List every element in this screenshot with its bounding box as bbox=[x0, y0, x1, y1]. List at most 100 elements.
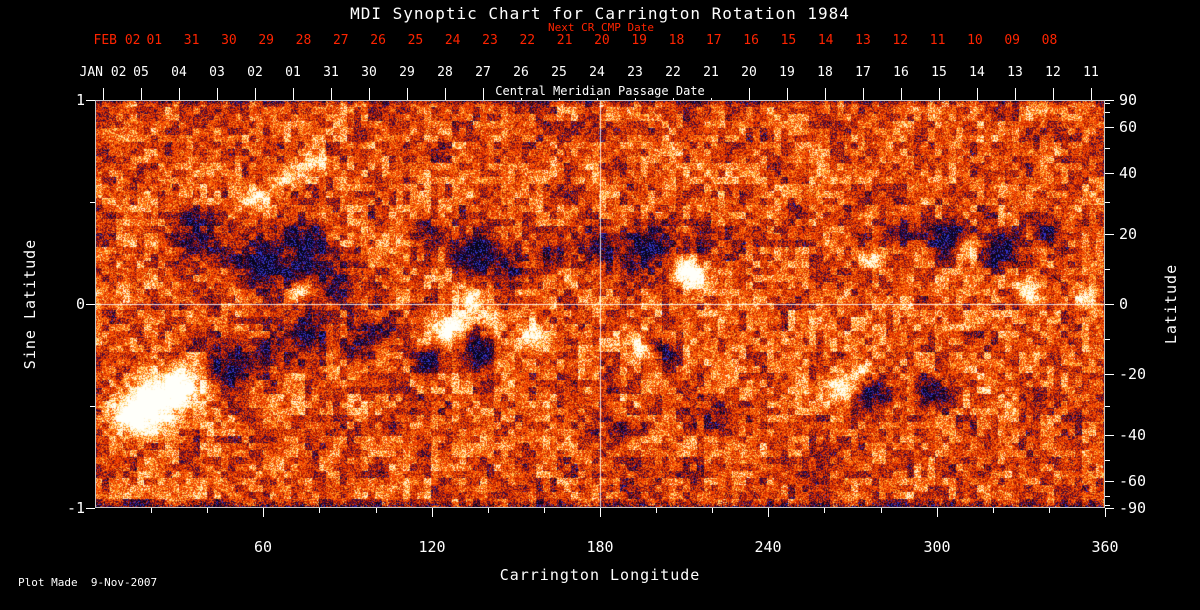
cmp-date-label: 03 bbox=[209, 65, 225, 80]
y-left-major-tick bbox=[86, 100, 95, 101]
cmp-date-label: 11 bbox=[1083, 65, 1099, 80]
next-cr-cmp-date-label: Next CR CMP Date bbox=[548, 21, 654, 34]
cmp-date-tick bbox=[863, 88, 864, 100]
y-right-minor-tick bbox=[1105, 202, 1110, 203]
x-axis-tick-label: 60 bbox=[253, 538, 273, 556]
y-right-major-tick bbox=[1105, 127, 1114, 128]
x-axis-major-tick bbox=[263, 508, 264, 517]
next-cr-date-label: 29 bbox=[258, 33, 275, 48]
next-cr-date-label: 22 bbox=[519, 33, 536, 48]
x-axis-minor-tick bbox=[319, 508, 320, 513]
next-cr-date-label: 13 bbox=[855, 33, 871, 48]
x-axis-major-tick bbox=[1105, 508, 1106, 517]
y-right-tick-label: -60 bbox=[1119, 472, 1147, 490]
y-right-minor-tick bbox=[1105, 339, 1110, 340]
cmp-date-label: 18 bbox=[817, 65, 833, 80]
cmp-date-label: 22 bbox=[665, 65, 681, 80]
magnetogram-heatmap bbox=[95, 100, 1105, 508]
cmp-date-tick bbox=[483, 88, 484, 100]
cmp-date-tick bbox=[1015, 88, 1016, 100]
x-axis-minor-tick bbox=[207, 508, 208, 513]
x-axis-tick-label: 360 bbox=[1091, 538, 1119, 556]
y-right-major-tick bbox=[1105, 508, 1114, 509]
y-left-minor-tick bbox=[90, 202, 95, 203]
x-axis-minor-tick bbox=[376, 508, 377, 513]
y-right-minor-tick bbox=[1105, 496, 1110, 497]
left-axis-label: Sine Latitude bbox=[21, 238, 39, 370]
cmp-date-label: 16 bbox=[893, 65, 909, 80]
cmp-date-tick bbox=[1053, 88, 1054, 100]
x-axis-tick-label: 120 bbox=[418, 538, 446, 556]
cmp-date-label: 23 bbox=[627, 65, 643, 80]
y-left-tick-label: 1 bbox=[75, 91, 85, 109]
y-right-minor-tick bbox=[1105, 269, 1110, 270]
y-right-tick-label: 40 bbox=[1119, 164, 1138, 182]
y-right-tick-label: 0 bbox=[1119, 295, 1129, 313]
y-right-tick-label: -40 bbox=[1119, 426, 1147, 444]
x-axis-minor-tick bbox=[488, 508, 489, 513]
x-axis-minor-tick bbox=[881, 508, 882, 513]
x-axis-minor-tick bbox=[151, 508, 152, 513]
y-right-tick-label: -90 bbox=[1119, 499, 1147, 517]
cmp-date-label: 25 bbox=[551, 65, 567, 80]
cmp-date-label: 27 bbox=[475, 65, 491, 80]
cmp-date-tick bbox=[255, 88, 256, 100]
x-axis-tick-label: 300 bbox=[923, 538, 951, 556]
next-cr-date-label: 27 bbox=[332, 33, 349, 48]
cmp-date-tick bbox=[293, 88, 294, 100]
next-cr-date-label: 28 bbox=[295, 33, 312, 48]
next-cr-date-label: 30 bbox=[221, 33, 237, 48]
next-cr-date-label: 25 bbox=[407, 33, 424, 48]
y-right-tick-label: 90 bbox=[1119, 91, 1138, 109]
cmp-date-label: 05 bbox=[133, 65, 149, 80]
next-cr-date-label: 20 bbox=[594, 33, 610, 48]
cmp-date-tick bbox=[445, 88, 446, 100]
cmp-date-label: 20 bbox=[741, 65, 757, 80]
y-right-minor-tick bbox=[1105, 460, 1110, 461]
next-cr-date-label: 18 bbox=[668, 33, 685, 48]
next-cr-date-label: 11 bbox=[929, 33, 946, 48]
next-cr-date-label: 19 bbox=[631, 33, 648, 48]
y-right-minor-tick bbox=[1105, 103, 1110, 104]
x-axis-tick-label: 180 bbox=[586, 538, 614, 556]
cmp-date-label: 21 bbox=[703, 65, 719, 80]
next-cr-date-label: 08 bbox=[1041, 33, 1058, 48]
chart-title: MDI Synoptic Chart for Carrington Rotati… bbox=[350, 4, 850, 23]
cmp-date-label: 26 bbox=[513, 65, 529, 80]
next-cr-date-label: 16 bbox=[743, 33, 759, 48]
cmp-date-label: 04 bbox=[171, 65, 187, 80]
x-axis-label: Carrington Longitude bbox=[499, 566, 701, 584]
right-axis-label: Latitude bbox=[1162, 263, 1180, 345]
cmp-date-tick bbox=[939, 88, 940, 100]
x-axis-minor-tick bbox=[1049, 508, 1050, 513]
y-right-major-tick bbox=[1105, 304, 1114, 305]
x-axis-minor-tick bbox=[712, 508, 713, 513]
x-axis-tick-label: 240 bbox=[754, 538, 782, 556]
y-left-major-tick bbox=[86, 508, 95, 509]
cmp-date-tick bbox=[369, 88, 370, 100]
x-axis-minor-tick bbox=[656, 508, 657, 513]
next-cr-date-label: 26 bbox=[370, 33, 386, 48]
cmp-date-tick bbox=[407, 88, 408, 100]
cmp-date-label: 30 bbox=[361, 65, 377, 80]
cmp-date-tick bbox=[977, 88, 978, 100]
cmp-date-tick bbox=[901, 88, 902, 100]
cmp-date-label: 19 bbox=[779, 65, 795, 80]
cmp-date-label: 29 bbox=[399, 65, 415, 80]
cmp-date-label: 13 bbox=[1007, 65, 1023, 80]
next-cr-date-label: 14 bbox=[817, 33, 834, 48]
next-cr-date-label: FEB 02 bbox=[93, 33, 141, 48]
cmp-date-tick bbox=[217, 88, 218, 100]
cmp-date-label: 28 bbox=[437, 65, 453, 80]
plot-made-text: Plot Made 9-Nov-2007 bbox=[18, 576, 158, 589]
y-left-tick-label: -1 bbox=[66, 499, 85, 517]
y-right-tick-label: 20 bbox=[1119, 225, 1138, 243]
next-cr-date-label: 15 bbox=[780, 33, 797, 48]
y-right-major-tick bbox=[1105, 481, 1114, 482]
x-axis-minor-tick bbox=[824, 508, 825, 513]
y-left-major-tick bbox=[86, 304, 95, 305]
cmp-date-label: 01 bbox=[285, 65, 301, 80]
cmp-date-tick bbox=[787, 88, 788, 100]
x-axis-minor-tick bbox=[544, 508, 545, 513]
